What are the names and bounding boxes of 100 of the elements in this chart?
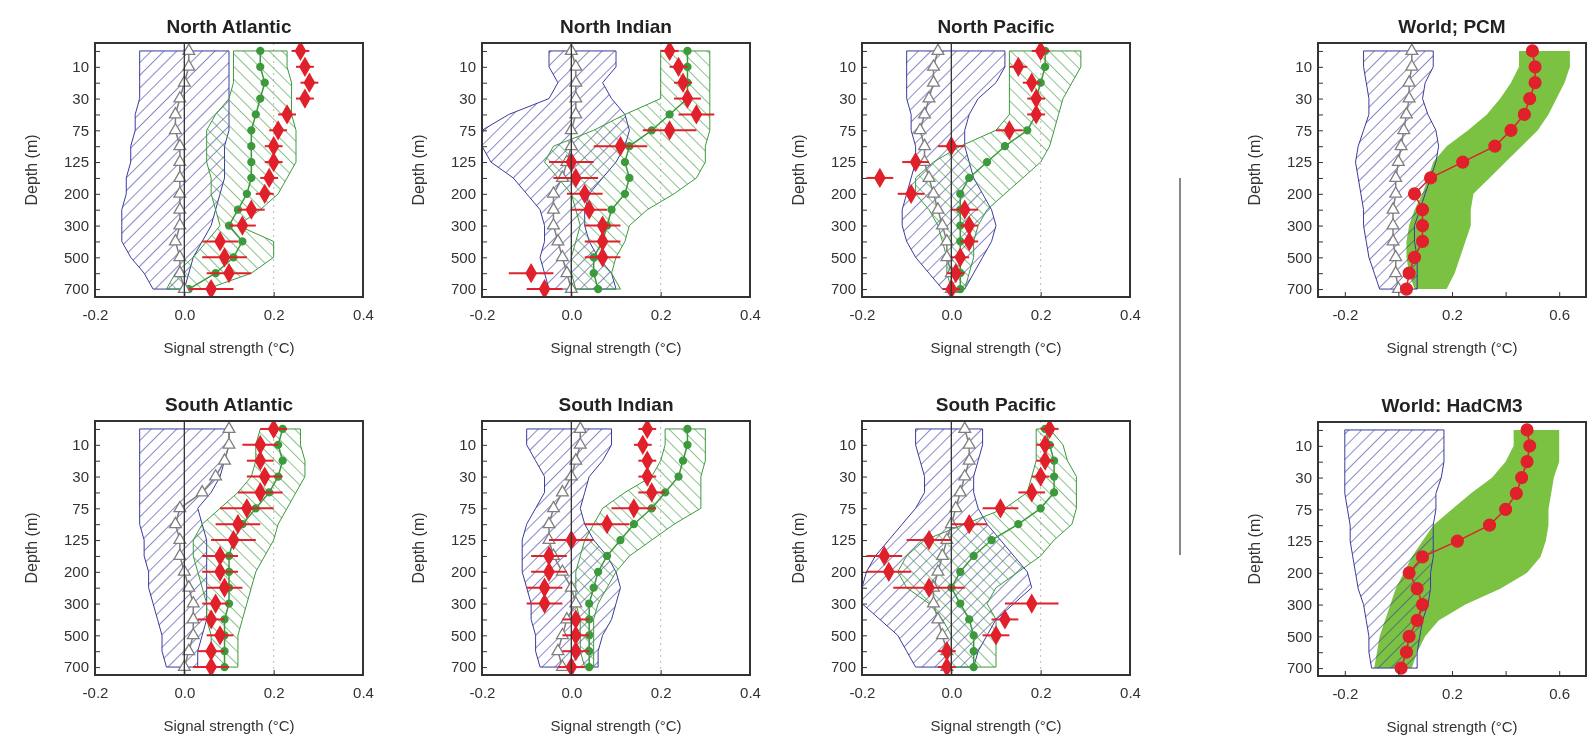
x-tick-label: 0.4: [740, 305, 761, 323]
x-tick-label: -0.2: [82, 683, 109, 701]
y-axis-title: Depth (m): [790, 134, 807, 206]
y-tick-label: 30: [72, 89, 89, 107]
x-axis-title: Signal strength (°C): [163, 339, 295, 356]
y-tick-label: 125: [450, 153, 476, 171]
y-tick-label: 30: [839, 89, 856, 107]
y-tick-label: 200: [830, 185, 856, 203]
y-tick-label: 300: [830, 594, 856, 612]
y-axis-title: Depth (m): [23, 512, 40, 584]
y-tick-label: 75: [459, 121, 476, 139]
y-tick-label: 500: [1286, 627, 1312, 645]
y-tick-label: 200: [63, 563, 89, 581]
y-tick-label: 10: [1295, 58, 1312, 76]
y-tick-label: 30: [839, 467, 856, 485]
y-tick-label: 500: [1286, 248, 1312, 266]
y-tick-label: 75: [72, 499, 89, 517]
chart-title: South Atlantic: [164, 394, 294, 415]
x-tick-label: 0.2: [263, 305, 285, 323]
y-tick-label: 125: [830, 531, 856, 549]
y-tick-label: 500: [830, 248, 856, 266]
y-axis-title: Depth (m): [1246, 513, 1263, 585]
y-tick-label: 700: [450, 658, 476, 676]
chart-title: South Pacific: [935, 394, 1057, 415]
y-tick-label: 500: [830, 626, 856, 644]
x-axis-title: Signal strength (°C): [550, 717, 682, 734]
y-axis-title: Depth (m): [1246, 134, 1263, 206]
chart-title: World; PCM: [1398, 16, 1506, 37]
x-tick-label: 0.2: [1442, 684, 1463, 702]
x-tick-label: 0.0: [561, 305, 583, 323]
y-tick-label: 700: [450, 280, 476, 298]
y-tick-label: 30: [1295, 89, 1312, 107]
y-tick-label: 300: [63, 594, 89, 612]
chart-title: North Indian: [560, 16, 672, 37]
y-tick-label: 300: [450, 216, 476, 234]
x-tick-label: 0.4: [1120, 683, 1141, 701]
y-axis-title: Depth (m): [410, 512, 427, 584]
y-tick-label: 125: [1286, 153, 1312, 171]
x-tick-label: 0.2: [1030, 683, 1052, 701]
x-tick-label: 0.2: [263, 683, 285, 701]
x-tick-label: 0.0: [174, 683, 196, 701]
y-tick-label: 500: [450, 248, 476, 266]
x-tick-label: 0.0: [941, 683, 963, 701]
x-axis-title: Signal strength (°C): [930, 717, 1062, 734]
chart-title: South Indian: [558, 394, 674, 415]
y-tick-label: 75: [72, 121, 89, 139]
y-tick-label: 700: [830, 658, 856, 676]
y-tick-label: 125: [830, 153, 856, 171]
y-tick-label: 10: [1295, 437, 1312, 455]
chart-title: North Pacific: [937, 16, 1056, 37]
x-tick-label: 0.6: [1549, 305, 1571, 323]
y-tick-label: 10: [72, 436, 89, 454]
chart-title: North Atlantic: [166, 16, 292, 37]
y-tick-label: 300: [1286, 216, 1312, 234]
y-tick-label: 700: [63, 658, 89, 676]
y-tick-label: 700: [830, 280, 856, 298]
y-tick-label: 30: [72, 467, 89, 485]
y-tick-label: 10: [72, 58, 89, 76]
x-axis-title: Signal strength (°C): [930, 339, 1062, 356]
y-tick-label: 200: [1286, 185, 1312, 203]
y-axis-title: Depth (m): [23, 134, 40, 206]
x-tick-label: 0.4: [740, 683, 761, 701]
y-tick-label: 200: [63, 185, 89, 203]
y-tick-label: 500: [450, 626, 476, 644]
y-tick-label: 500: [63, 626, 89, 644]
y-tick-label: 10: [839, 58, 856, 76]
y-tick-label: 75: [1295, 500, 1312, 518]
x-axis-title: Signal strength (°C): [1386, 339, 1518, 356]
x-tick-label: -0.2: [1332, 684, 1359, 702]
y-tick-label: 300: [1286, 595, 1312, 613]
y-tick-label: 700: [63, 280, 89, 298]
y-tick-label: 300: [830, 216, 856, 234]
x-tick-label: -0.2: [849, 683, 876, 701]
y-tick-label: 700: [1286, 280, 1312, 298]
x-tick-label: -0.2: [82, 305, 109, 323]
y-tick-label: 200: [450, 563, 476, 581]
x-tick-label: 0.4: [353, 683, 374, 701]
y-tick-label: 125: [450, 531, 476, 549]
y-tick-label: 10: [459, 58, 476, 76]
y-tick-label: 75: [839, 499, 856, 517]
y-tick-label: 75: [459, 499, 476, 517]
chart-title: World: HadCM3: [1381, 395, 1523, 416]
y-tick-label: 125: [63, 153, 89, 171]
x-tick-label: 0.0: [561, 683, 583, 701]
x-tick-label: -0.2: [469, 305, 496, 323]
y-tick-label: 700: [1286, 659, 1312, 677]
y-axis-title: Depth (m): [410, 134, 427, 206]
x-tick-label: 0.4: [353, 305, 374, 323]
y-axis-title: Depth (m): [790, 512, 807, 584]
y-tick-label: 500: [63, 248, 89, 266]
x-axis-title: Signal strength (°C): [1386, 718, 1518, 735]
y-tick-label: 10: [839, 436, 856, 454]
x-tick-label: 0.2: [650, 305, 672, 323]
x-axis-title: Signal strength (°C): [163, 717, 295, 734]
x-tick-label: -0.2: [849, 305, 876, 323]
y-tick-label: 300: [63, 216, 89, 234]
x-tick-label: 0.4: [1120, 305, 1141, 323]
y-tick-label: 75: [839, 121, 856, 139]
x-tick-label: -0.2: [469, 683, 496, 701]
x-tick-label: 0.0: [174, 305, 196, 323]
